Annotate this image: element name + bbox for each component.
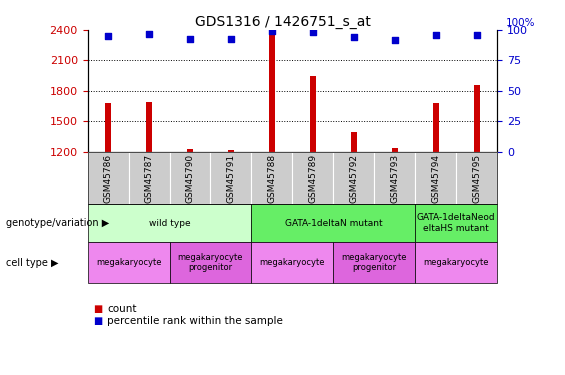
Text: megakaryocyte: megakaryocyte bbox=[424, 258, 489, 267]
Text: megakaryocyte
progenitor: megakaryocyte progenitor bbox=[178, 253, 243, 272]
Point bbox=[227, 36, 236, 42]
Text: GSM45793: GSM45793 bbox=[390, 154, 399, 203]
Text: GATA-1deltaN mutant: GATA-1deltaN mutant bbox=[285, 219, 382, 228]
Bar bbox=[187, 149, 193, 152]
Text: GSM45792: GSM45792 bbox=[349, 154, 358, 203]
Text: GSM45789: GSM45789 bbox=[308, 154, 318, 203]
Point bbox=[349, 34, 358, 40]
Point bbox=[267, 28, 276, 34]
Text: megakaryocyte: megakaryocyte bbox=[260, 258, 325, 267]
Text: percentile rank within the sample: percentile rank within the sample bbox=[107, 316, 283, 326]
Text: GSM45786: GSM45786 bbox=[103, 154, 112, 203]
Text: cell type ▶: cell type ▶ bbox=[6, 258, 58, 267]
Bar bbox=[433, 103, 439, 152]
Bar bbox=[351, 132, 357, 152]
Text: GDS1316 / 1426751_s_at: GDS1316 / 1426751_s_at bbox=[194, 15, 371, 29]
Point bbox=[431, 32, 440, 38]
Bar bbox=[392, 148, 398, 152]
Point bbox=[145, 31, 154, 37]
Point bbox=[390, 37, 399, 43]
Text: megakaryocyte
progenitor: megakaryocyte progenitor bbox=[342, 253, 407, 272]
Text: GSM45788: GSM45788 bbox=[267, 154, 276, 203]
Text: GSM45790: GSM45790 bbox=[185, 154, 194, 203]
Point bbox=[185, 36, 194, 42]
Bar bbox=[146, 102, 152, 152]
Text: ■: ■ bbox=[93, 304, 102, 314]
Text: GATA-1deltaNeod
eltaHS mutant: GATA-1deltaNeod eltaHS mutant bbox=[417, 213, 496, 233]
Bar bbox=[269, 33, 275, 152]
Point bbox=[308, 30, 318, 36]
Text: ■: ■ bbox=[93, 316, 102, 326]
Text: wild type: wild type bbox=[149, 219, 190, 228]
Bar bbox=[228, 150, 234, 152]
Text: genotype/variation ▶: genotype/variation ▶ bbox=[6, 218, 109, 228]
Text: GSM45791: GSM45791 bbox=[227, 154, 236, 203]
Text: GSM45794: GSM45794 bbox=[431, 154, 440, 203]
Point bbox=[103, 33, 112, 39]
Point bbox=[472, 32, 481, 38]
Text: GSM45787: GSM45787 bbox=[145, 154, 154, 203]
Bar bbox=[105, 103, 111, 152]
Bar bbox=[473, 85, 480, 152]
Text: megakaryocyte: megakaryocyte bbox=[96, 258, 161, 267]
Text: GSM45795: GSM45795 bbox=[472, 154, 481, 203]
Text: count: count bbox=[107, 304, 137, 314]
Bar bbox=[310, 76, 316, 152]
Text: 100%: 100% bbox=[505, 18, 535, 28]
